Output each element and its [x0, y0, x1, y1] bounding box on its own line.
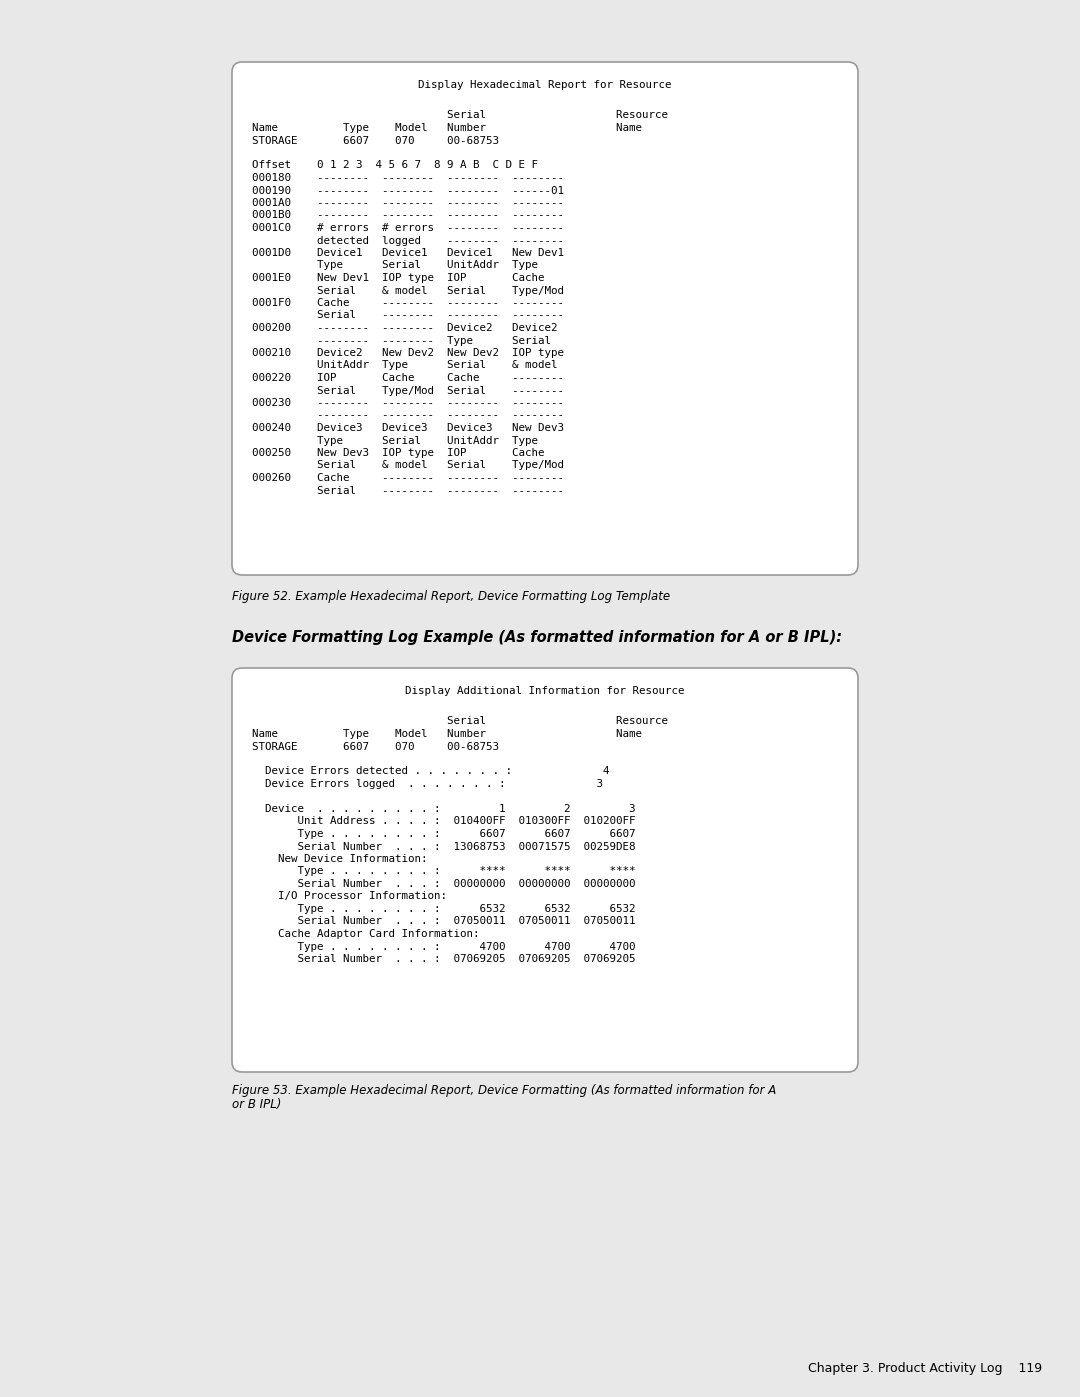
Text: Name          Type    Model   Number                    Name: Name Type Model Number Name: [252, 729, 642, 739]
Text: 0001D0    Device1   Device1   Device1   New Dev1: 0001D0 Device1 Device1 Device1 New Dev1: [252, 249, 564, 258]
Text: 000220    IOP       Cache     Cache     --------: 000220 IOP Cache Cache --------: [252, 373, 564, 383]
Text: New Device Information:: New Device Information:: [252, 854, 428, 863]
Text: Offset    0 1 2 3  4 5 6 7  8 9 A B  C D E F: Offset 0 1 2 3 4 5 6 7 8 9 A B C D E F: [252, 161, 538, 170]
Text: Type      Serial    UnitAddr  Type: Type Serial UnitAddr Type: [252, 260, 538, 271]
Text: Serial    Type/Mod  Serial    --------: Serial Type/Mod Serial --------: [252, 386, 564, 395]
Text: Cache Adaptor Card Information:: Cache Adaptor Card Information:: [252, 929, 480, 939]
Text: or B IPL): or B IPL): [232, 1098, 282, 1111]
Text: 000250    New Dev3  IOP type  IOP       Cache: 000250 New Dev3 IOP type IOP Cache: [252, 448, 544, 458]
Text: Type . . . . . . . . :      6532      6532      6532: Type . . . . . . . . : 6532 6532 6532: [252, 904, 635, 914]
FancyBboxPatch shape: [232, 61, 858, 576]
Text: 0001A0    --------  --------  --------  --------: 0001A0 -------- -------- -------- ------…: [252, 198, 564, 208]
Text: Type . . . . . . . . :      ****      ****      ****: Type . . . . . . . . : **** **** ****: [252, 866, 635, 876]
Text: Display Additional Information for Resource: Display Additional Information for Resou…: [405, 686, 685, 696]
Text: Figure 52. Example Hexadecimal Report, Device Formatting Log Template: Figure 52. Example Hexadecimal Report, D…: [232, 590, 670, 604]
Text: 000260    Cache     --------  --------  --------: 000260 Cache -------- -------- --------: [252, 474, 564, 483]
Text: Serial                    Resource: Serial Resource: [252, 110, 669, 120]
Text: UnitAddr  Type      Serial    & model: UnitAddr Type Serial & model: [252, 360, 557, 370]
Text: Serial    & model   Serial    Type/Mod: Serial & model Serial Type/Mod: [252, 461, 564, 471]
Text: Serial    --------  --------  --------: Serial -------- -------- --------: [252, 310, 564, 320]
Text: Serial Number  . . . :  07050011  07050011  07050011: Serial Number . . . : 07050011 07050011 …: [252, 916, 635, 926]
Text: 0001C0    # errors  # errors  --------  --------: 0001C0 # errors # errors -------- ------…: [252, 224, 564, 233]
Text: --------  --------  Type      Serial: -------- -------- Type Serial: [252, 335, 551, 345]
Text: 0001E0    New Dev1  IOP type  IOP       Cache: 0001E0 New Dev1 IOP type IOP Cache: [252, 272, 544, 284]
Text: 0001F0    Cache     --------  --------  --------: 0001F0 Cache -------- -------- --------: [252, 298, 564, 307]
Text: Device  . . . . . . . . . :         1         2         3: Device . . . . . . . . . : 1 2 3: [252, 805, 635, 814]
Text: Device Errors detected . . . . . . . :              4: Device Errors detected . . . . . . . : 4: [252, 767, 609, 777]
FancyBboxPatch shape: [232, 668, 858, 1071]
Text: Display Hexadecimal Report for Resource: Display Hexadecimal Report for Resource: [418, 80, 672, 89]
Text: 000180    --------  --------  --------  --------: 000180 -------- -------- -------- ------…: [252, 173, 564, 183]
Text: 000210    Device2   New Dev2  New Dev2  IOP type: 000210 Device2 New Dev2 New Dev2 IOP typ…: [252, 348, 564, 358]
Text: Serial    --------  --------  --------: Serial -------- -------- --------: [252, 486, 564, 496]
Text: detected  logged    --------  --------: detected logged -------- --------: [252, 236, 564, 246]
Text: Device Formatting Log Example (As formatted information for A or B IPL):: Device Formatting Log Example (As format…: [232, 630, 842, 645]
Text: Serial Number  . . . :  07069205  07069205  07069205: Serial Number . . . : 07069205 07069205 …: [252, 954, 635, 964]
Text: I/O Processor Information:: I/O Processor Information:: [252, 891, 447, 901]
Text: 000240    Device3   Device3   Device3   New Dev3: 000240 Device3 Device3 Device3 New Dev3: [252, 423, 564, 433]
Text: Name          Type    Model   Number                    Name: Name Type Model Number Name: [252, 123, 642, 133]
Text: Type . . . . . . . . :      4700      4700      4700: Type . . . . . . . . : 4700 4700 4700: [252, 942, 635, 951]
Text: Device Errors logged  . . . . . . . :              3: Device Errors logged . . . . . . . : 3: [252, 780, 603, 789]
Text: STORAGE       6607    070     00-68753: STORAGE 6607 070 00-68753: [252, 742, 499, 752]
Text: Figure 53. Example Hexadecimal Report, Device Formatting (As formatted informati: Figure 53. Example Hexadecimal Report, D…: [232, 1084, 777, 1097]
Text: 000190    --------  --------  --------  ------01: 000190 -------- -------- -------- ------…: [252, 186, 564, 196]
Text: 000200    --------  --------  Device2   Device2: 000200 -------- -------- Device2 Device2: [252, 323, 557, 332]
Text: Type      Serial    UnitAddr  Type: Type Serial UnitAddr Type: [252, 436, 538, 446]
Text: Chapter 3. Product Activity Log    119: Chapter 3. Product Activity Log 119: [808, 1362, 1042, 1375]
Text: Serial Number  . . . :  00000000  00000000  00000000: Serial Number . . . : 00000000 00000000 …: [252, 879, 635, 888]
Text: Serial                    Resource: Serial Resource: [252, 717, 669, 726]
Text: Serial Number  . . . :  13068753  00071575  00259DE8: Serial Number . . . : 13068753 00071575 …: [252, 841, 635, 852]
Text: --------  --------  --------  --------: -------- -------- -------- --------: [252, 411, 564, 420]
Text: Unit Address . . . . :  010400FF  010300FF  010200FF: Unit Address . . . . : 010400FF 010300FF…: [252, 816, 635, 827]
Text: Type . . . . . . . . :      6607      6607      6607: Type . . . . . . . . : 6607 6607 6607: [252, 828, 635, 840]
Text: 000230    --------  --------  --------  --------: 000230 -------- -------- -------- ------…: [252, 398, 564, 408]
Text: 0001B0    --------  --------  --------  --------: 0001B0 -------- -------- -------- ------…: [252, 211, 564, 221]
Text: Serial    & model   Serial    Type/Mod: Serial & model Serial Type/Mod: [252, 285, 564, 296]
Text: STORAGE       6607    070     00-68753: STORAGE 6607 070 00-68753: [252, 136, 499, 145]
